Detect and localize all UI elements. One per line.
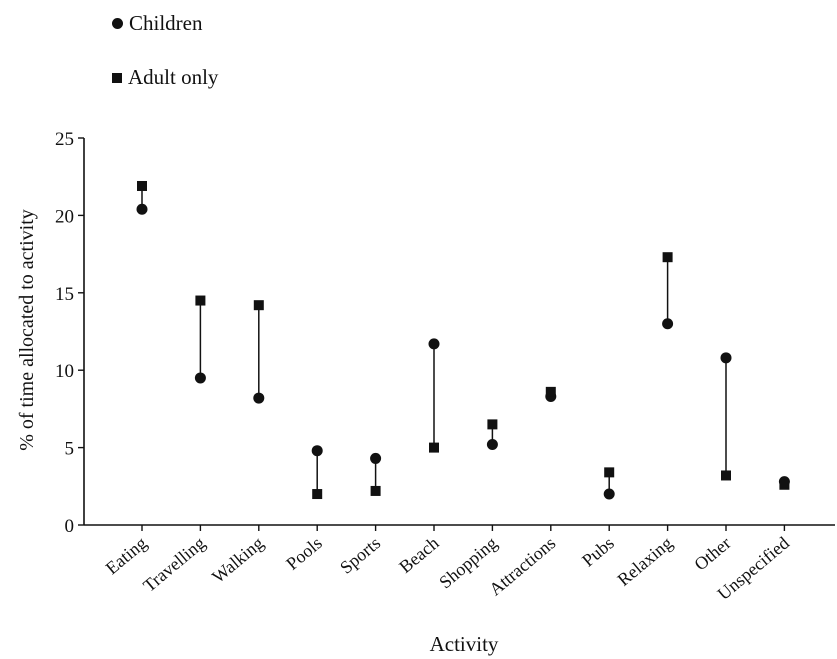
- x-tick-label: Beach: [395, 533, 442, 577]
- adult-only-point: [487, 419, 498, 430]
- y-axis-label: % of time allocated to activity: [16, 209, 38, 451]
- adult-only-point: [195, 295, 206, 306]
- legend-circle-marker: [112, 18, 123, 29]
- y-tick-label: 0: [65, 516, 75, 537]
- x-tick-label: Eating: [102, 533, 151, 579]
- legend-label-children: Children: [129, 11, 203, 35]
- x-tick-label: Walking: [208, 533, 267, 587]
- y-tick-label: 25: [55, 129, 74, 150]
- children-point: [428, 338, 440, 350]
- adult-only-point: [662, 252, 673, 263]
- x-tick-label: Pubs: [578, 533, 618, 571]
- children-point: [370, 452, 382, 464]
- x-tick-label: Other: [690, 533, 734, 575]
- adult-only-point: [370, 485, 381, 496]
- chart-markers: [136, 180, 790, 500]
- children-point: [603, 488, 615, 500]
- adult-only-point: [312, 489, 323, 500]
- legend-square-marker: [112, 72, 122, 83]
- children-point: [720, 352, 732, 364]
- legend-label-adult-only: Adult only: [128, 65, 219, 89]
- x-tick-label: Pools: [282, 533, 326, 574]
- x-tick-label: Sports: [336, 533, 384, 578]
- adult-only-point: [721, 470, 731, 481]
- x-tick-label: Relaxing: [614, 533, 677, 590]
- adult-only-point: [604, 467, 615, 478]
- children-point: [136, 203, 148, 215]
- children-point: [253, 392, 265, 404]
- legend-item-children: Children: [112, 11, 203, 36]
- legend-item-adult-only: Adult only: [112, 65, 218, 90]
- adult-only-point: [545, 386, 556, 397]
- children-point: [194, 372, 206, 384]
- children-point: [486, 439, 498, 451]
- x-tick-label: Travelling: [139, 533, 209, 596]
- y-tick-label: 15: [55, 284, 74, 305]
- y-tick-label: 20: [55, 206, 74, 227]
- adult-only-point: [137, 180, 147, 191]
- x-axis-label: Activity: [430, 632, 499, 656]
- adult-only-point: [253, 300, 264, 311]
- children-point: [662, 318, 674, 330]
- adult-only-point: [429, 442, 439, 453]
- y-tick-label: 10: [55, 361, 74, 382]
- adult-only-point: [779, 479, 790, 490]
- chart-connectors: [141, 185, 786, 495]
- children-point: [311, 445, 323, 457]
- y-tick-label: 5: [65, 439, 75, 460]
